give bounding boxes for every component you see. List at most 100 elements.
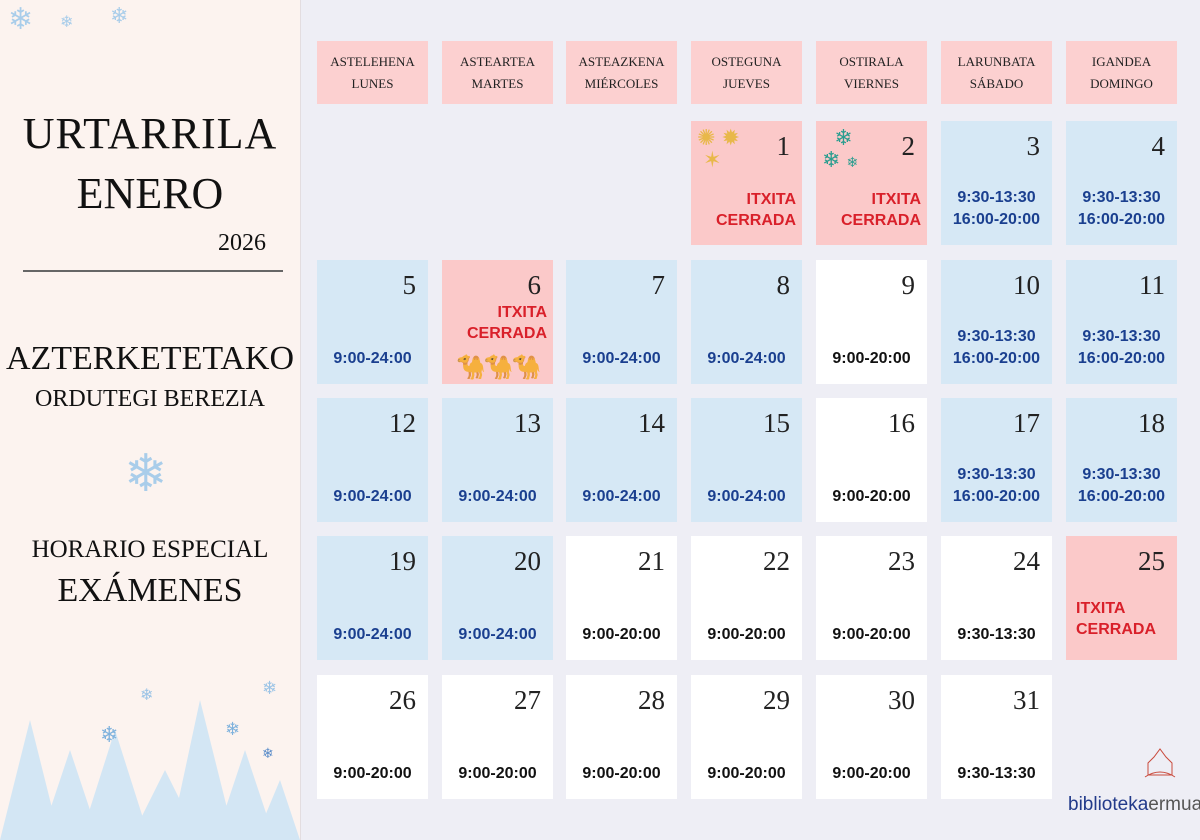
day-number: 25 bbox=[1138, 546, 1165, 576]
weekday-eu: ASTEARTEA bbox=[459, 54, 536, 69]
closed-es: CERRADA bbox=[467, 325, 547, 342]
weekday-eu: OSTEGUNA bbox=[711, 54, 782, 69]
fireworks-icon: ✺ ✹ ✶ bbox=[697, 125, 740, 172]
weekday-header: LARUNBATA SÁBADO bbox=[941, 41, 1052, 104]
weekday-es: DOMINGO bbox=[1090, 76, 1153, 91]
weekday-es: LUNES bbox=[351, 76, 394, 91]
ermua-seal-icon bbox=[1144, 748, 1176, 778]
closed-eu: ITXITA bbox=[746, 191, 796, 208]
hours-line: 9:00-20:00 bbox=[832, 626, 911, 643]
year: 2026 bbox=[218, 230, 266, 256]
day-number: 24 bbox=[1013, 546, 1040, 576]
hours-line: 9:00-20:00 bbox=[707, 765, 786, 782]
three-kings-icon: 🐪🐪🐪 bbox=[456, 354, 542, 381]
closed-label: ITXITA CERRADA bbox=[716, 189, 796, 231]
hours-line: 9:00-20:00 bbox=[458, 765, 537, 782]
day-cell: 13 9:00-24:00 bbox=[442, 398, 553, 522]
day-number: 10 bbox=[1013, 270, 1040, 300]
hours-line: 16:00-20:00 bbox=[1077, 488, 1166, 505]
weekday-header: ASTEAZKENA MIÉRCOLES bbox=[566, 41, 677, 104]
day-number: 1 bbox=[776, 131, 791, 161]
day-cell: 10 9:30-13:30 16:00-20:00 bbox=[941, 260, 1052, 384]
day-number: 8 bbox=[776, 270, 791, 300]
hours-line: 9:00-20:00 bbox=[333, 765, 412, 782]
opening-hours: 9:00-24:00 bbox=[442, 486, 553, 508]
svg-text:❄: ❄ bbox=[100, 722, 118, 747]
day-cell: 12 9:00-24:00 bbox=[317, 398, 428, 522]
opening-hours: 9:30-13:30 bbox=[941, 763, 1052, 785]
weekday-eu: ASTEAZKENA bbox=[578, 54, 665, 69]
weekday-header: IGANDEA DOMINGO bbox=[1066, 41, 1177, 104]
opening-hours: 9:00-24:00 bbox=[691, 486, 802, 508]
opening-hours: 9:00-20:00 bbox=[816, 763, 927, 785]
hours-line: 9:30-13:30 bbox=[957, 466, 1036, 483]
day-number: 12 bbox=[389, 408, 416, 438]
opening-hours: 9:00-20:00 bbox=[816, 624, 927, 646]
hours-line: 9:30-13:30 bbox=[1082, 466, 1161, 483]
subtitle-eu-2: ORDUTEGI BEREZIA bbox=[35, 386, 265, 412]
day-cell: 2 ❄ ❄ ❄ ITXITA CERRADA bbox=[816, 121, 927, 245]
winter-trees-illustration: ❄ ❄ ❄ ❄ ❄ bbox=[0, 680, 300, 840]
day-number: 3 bbox=[1026, 131, 1041, 161]
hours-line: 9:30-13:30 bbox=[1082, 189, 1161, 206]
svg-text:❄: ❄ bbox=[225, 719, 240, 739]
weekday-header: ASTELEHENA LUNES bbox=[317, 41, 428, 104]
weekday-header: OSTEGUNA JUEVES bbox=[691, 41, 802, 104]
day-number: 2 bbox=[901, 131, 916, 161]
day-cell: 14 9:00-24:00 bbox=[566, 398, 677, 522]
day-number: 31 bbox=[1013, 685, 1040, 715]
day-cell: 21 9:00-20:00 bbox=[566, 536, 677, 660]
hours-line: 9:00-24:00 bbox=[333, 488, 412, 505]
day-number: 15 bbox=[763, 408, 790, 438]
opening-hours: 9:00-24:00 bbox=[566, 486, 677, 508]
closed-label: ITXITA CERRADA bbox=[467, 302, 547, 344]
hours-line: 9:30-13:30 bbox=[957, 328, 1036, 345]
hours-line: 9:30-13:30 bbox=[1082, 328, 1161, 345]
hours-line: 9:00-20:00 bbox=[707, 626, 786, 643]
day-number: 17 bbox=[1013, 408, 1040, 438]
day-number: 23 bbox=[888, 546, 915, 576]
opening-hours: 9:30-13:30 16:00-20:00 bbox=[941, 187, 1052, 231]
day-cell: 8 9:00-24:00 bbox=[691, 260, 802, 384]
day-cell: 18 9:30-13:30 16:00-20:00 bbox=[1066, 398, 1177, 522]
day-number: 20 bbox=[514, 546, 541, 576]
opening-hours: 9:30-13:30 16:00-20:00 bbox=[1066, 326, 1177, 370]
day-number: 13 bbox=[514, 408, 541, 438]
weekday-es: JUEVES bbox=[723, 76, 770, 91]
weekday-es: MARTES bbox=[471, 76, 524, 91]
hours-line: 16:00-20:00 bbox=[952, 488, 1041, 505]
day-cell: 25 ITXITA CERRADA bbox=[1066, 536, 1177, 660]
opening-hours: 9:00-20:00 bbox=[442, 763, 553, 785]
day-cell: 23 9:00-20:00 bbox=[816, 536, 927, 660]
day-cell: 3 9:30-13:30 16:00-20:00 bbox=[941, 121, 1052, 245]
day-number: 7 bbox=[651, 270, 666, 300]
hours-line: 9:30-13:30 bbox=[957, 765, 1036, 782]
hours-line: 16:00-20:00 bbox=[952, 211, 1041, 228]
hours-line: 9:00-24:00 bbox=[333, 626, 412, 643]
biblioteka-ermua-logo: bibliotekaermua bbox=[1068, 745, 1200, 816]
closed-eu: ITXITA bbox=[497, 304, 547, 321]
hours-line: 9:00-24:00 bbox=[582, 350, 661, 367]
day-cell: 29 9:00-20:00 bbox=[691, 675, 802, 799]
hours-line: 9:00-24:00 bbox=[707, 488, 786, 505]
closed-es: CERRADA bbox=[716, 212, 796, 229]
hours-line: 16:00-20:00 bbox=[952, 350, 1041, 367]
day-number: 28 bbox=[638, 685, 665, 715]
month-title-eu: URTARRILA bbox=[22, 109, 278, 158]
subtitle-es-2: EXÁMENES bbox=[57, 572, 243, 609]
snowflake-icon: ❄ bbox=[60, 14, 74, 31]
day-number: 18 bbox=[1138, 408, 1165, 438]
day-cell: 4 9:30-13:30 16:00-20:00 bbox=[1066, 121, 1177, 245]
snowflakes-icon: ❄ ❄ ❄ bbox=[822, 125, 859, 172]
opening-hours: 9:00-20:00 bbox=[816, 348, 927, 370]
hours-line: 16:00-20:00 bbox=[1077, 211, 1166, 228]
opening-hours: 9:00-20:00 bbox=[566, 624, 677, 646]
closed-label: ITXITA CERRADA bbox=[1076, 598, 1156, 640]
hours-line: 9:00-20:00 bbox=[582, 626, 661, 643]
opening-hours: 9:00-24:00 bbox=[566, 348, 677, 370]
hours-line: 9:00-24:00 bbox=[458, 488, 537, 505]
day-number: 14 bbox=[638, 408, 665, 438]
day-cell: 22 9:00-20:00 bbox=[691, 536, 802, 660]
closed-label: ITXITA CERRADA bbox=[841, 189, 921, 231]
day-number: 16 bbox=[888, 408, 915, 438]
